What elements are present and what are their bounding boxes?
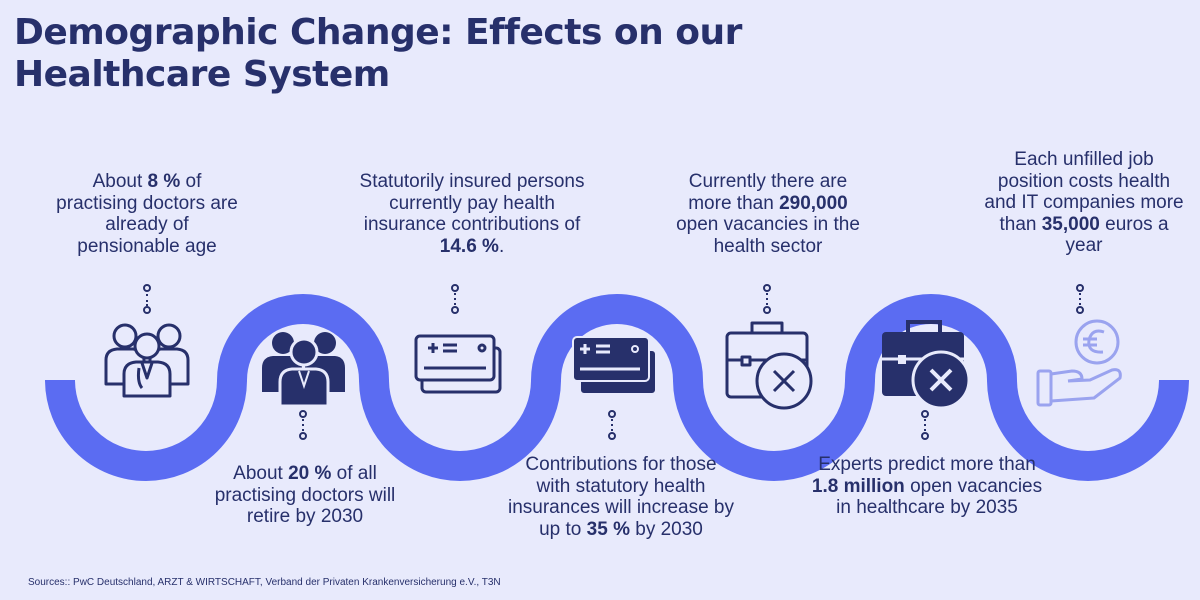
fact-4: Contributions for those with statutory h… — [508, 454, 734, 540]
insurance-cards-outline-icon — [414, 334, 502, 394]
connector-5 — [763, 284, 771, 314]
fact-6: Experts predict more than 1.8 million op… — [811, 454, 1043, 518]
connector-2 — [299, 410, 307, 440]
fact-3-highlight: 14.6 % — [439, 235, 499, 257]
title-line-2: Healthcare System — [14, 54, 390, 95]
connector-3 — [451, 284, 459, 314]
fact-2-highlight: 20 % — [288, 463, 332, 484]
fact-6-highlight: 1.8 million — [811, 475, 905, 497]
page-title: Demographic Change: Effects on our Healt… — [14, 12, 742, 96]
connector-1 — [143, 284, 151, 314]
fact-4-highlight: 35 % — [586, 518, 630, 540]
euro-hand-icon — [1036, 319, 1122, 407]
doctors-filled-icon — [262, 332, 345, 408]
briefcase-x-outline-icon — [725, 321, 813, 410]
timeline-wave — [45, 294, 1189, 481]
fact-7: Each unfilled job position costs health … — [984, 149, 1184, 256]
fact-5-highlight: 290,000 — [779, 192, 848, 214]
fact-1: About 8 % of practising doctors are alre… — [56, 171, 238, 257]
fact-3: Statutorily insured persons currently pa… — [359, 171, 585, 257]
fact-7-highlight: 35,000 — [1041, 213, 1100, 235]
fact-1-highlight: 8 % — [147, 171, 181, 192]
insurance-cards-filled-icon — [572, 336, 657, 395]
connector-6 — [921, 410, 929, 440]
fact-5: Currently there are more than 290,000 op… — [676, 171, 860, 257]
sources-note: Sources:: PwC Deutschland, ARZT & WIRTSC… — [28, 577, 501, 588]
connector-7 — [1076, 284, 1084, 314]
connector-4 — [608, 410, 616, 440]
doctors-outline-icon — [104, 323, 190, 398]
title-line-1: Demographic Change: Effects on our — [14, 12, 742, 53]
briefcase-x-filled-icon — [882, 320, 971, 410]
fact-2: About 20 % of all practising doctors wil… — [214, 463, 396, 527]
